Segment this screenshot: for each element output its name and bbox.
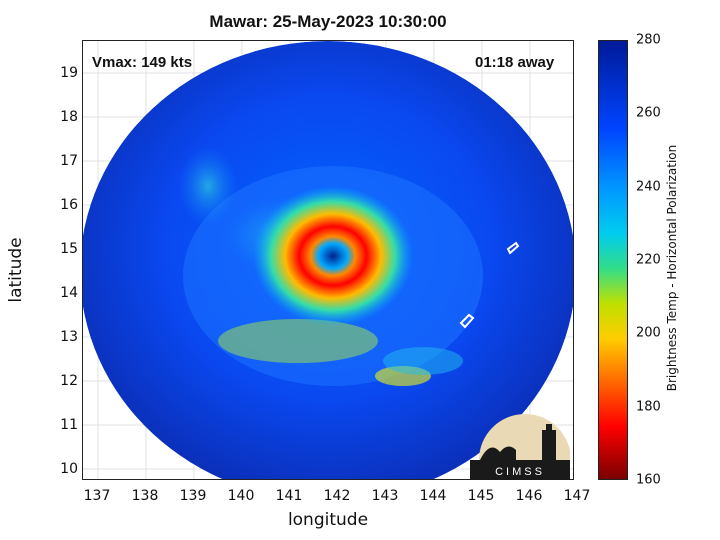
colorbar-tick-label: 200	[636, 325, 661, 341]
y-axis-label: latitude	[6, 237, 26, 303]
plot-title: Mawar: 25-May-2023 10:30:00	[209, 12, 447, 31]
y-tick-label: 12	[60, 373, 78, 389]
y-tick-label: 13	[60, 329, 78, 345]
vmax-label: Vmax: 149 kts	[92, 54, 193, 71]
colorbar-tick-label: 280	[636, 32, 661, 48]
y-tick-label: 16	[60, 197, 78, 213]
x-tick-label: 138	[131, 488, 159, 504]
x-tick-label: 140	[227, 488, 255, 504]
y-tick-label: 18	[60, 109, 78, 125]
satellite-swath-image	[83, 41, 573, 479]
plot-area	[82, 40, 574, 480]
x-tick-label: 145	[467, 488, 495, 504]
y-tick-label: 15	[60, 241, 78, 257]
colorbar-tick-label: 260	[636, 105, 661, 121]
colorbar	[598, 40, 628, 480]
x-tick-label: 147	[563, 488, 591, 504]
x-tick-label: 144	[419, 488, 447, 504]
colorbar-tick-label: 160	[636, 472, 661, 488]
colorbar-tick-label: 180	[636, 399, 661, 415]
x-axis-label: longitude	[287, 510, 369, 530]
y-tick-label: 17	[60, 153, 78, 169]
colorbar-label: Brightness Temp - Horizontal Polarizatio…	[665, 144, 679, 392]
colorbar-tick-label: 240	[636, 179, 661, 195]
x-tick-label: 139	[179, 488, 207, 504]
x-tick-label: 146	[515, 488, 543, 504]
colorbar-tick-label: 220	[636, 252, 661, 268]
x-tick-label: 143	[371, 488, 399, 504]
y-tick-label: 11	[60, 417, 78, 433]
y-tick-label: 14	[60, 285, 78, 301]
island-outlines	[459, 241, 520, 329]
time-away-label: 01:18 away	[475, 54, 555, 71]
microwave-swath	[83, 41, 573, 479]
x-tick-label: 142	[323, 488, 351, 504]
cimss-logo: CIMSS	[470, 414, 570, 480]
x-tick-label: 141	[275, 488, 303, 504]
y-tick-label: 10	[60, 461, 78, 477]
y-tick-label: 19	[60, 65, 78, 81]
logo-text: CIMSS	[495, 466, 545, 478]
x-tick-label: 137	[83, 488, 111, 504]
